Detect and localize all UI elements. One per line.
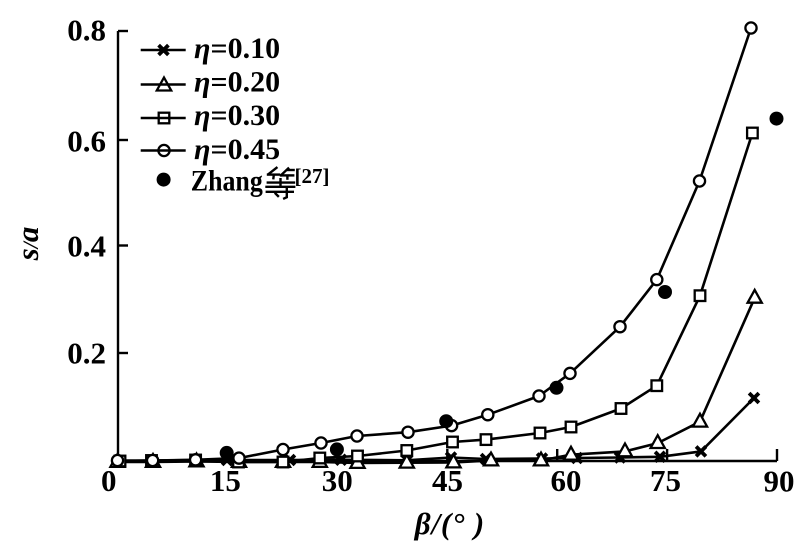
svg-text:0.2: 0.2: [67, 336, 106, 371]
svg-text:η=0.10: η=0.10: [194, 32, 280, 65]
svg-text:60: 60: [551, 463, 582, 498]
svg-text:0.4: 0.4: [67, 229, 106, 264]
svg-text:0.8: 0.8: [67, 13, 106, 48]
svg-text:0: 0: [101, 463, 117, 498]
svg-text:45: 45: [432, 463, 463, 498]
svg-text:90: 90: [764, 464, 795, 499]
svg-text:η=0.20: η=0.20: [194, 66, 280, 99]
svg-text:[27]: [27]: [295, 164, 330, 188]
svg-text:Zhang: Zhang: [191, 165, 263, 198]
svg-text:30: 30: [322, 463, 353, 498]
svg-text:β/(° ): β/(° ): [414, 506, 485, 541]
svg-text:15: 15: [210, 463, 241, 498]
svg-text:s/a: s/a: [10, 227, 45, 262]
svg-text:75: 75: [650, 463, 681, 498]
svg-text:η=0.45: η=0.45: [194, 133, 280, 166]
svg-text:η=0.30: η=0.30: [194, 99, 280, 132]
svg-text:0.6: 0.6: [67, 124, 106, 159]
